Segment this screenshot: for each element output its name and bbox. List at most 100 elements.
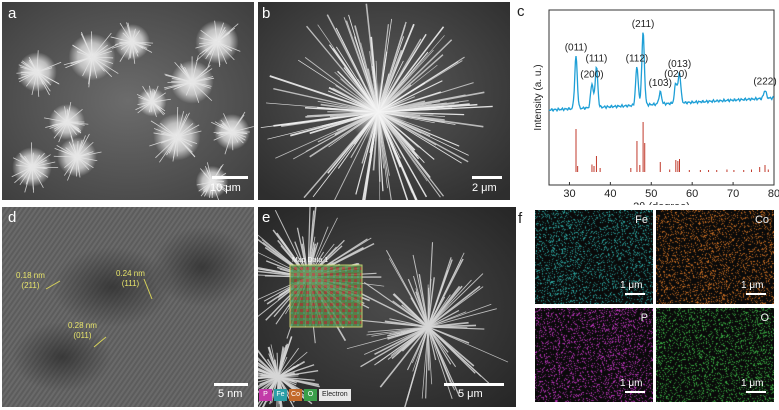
- nanorod: [407, 278, 429, 328]
- plot-frame: [548, 9, 775, 186]
- panel-b-sem: b 2 μm: [258, 2, 510, 200]
- eds-map-p: P 1 μm: [535, 308, 653, 402]
- nanoflower: [110, 22, 154, 64]
- nanorod: [273, 359, 279, 378]
- nanorod: [360, 326, 429, 368]
- lattice-annotation: 0.18 nm (211): [16, 271, 45, 291]
- element-label: P: [640, 312, 648, 324]
- nanorod: [427, 326, 452, 365]
- peak-label: (020): [664, 69, 687, 80]
- panel-e-sem-map: e Map Data 1 5 μm: [258, 207, 516, 407]
- nanorod: [374, 326, 429, 366]
- nanorod: [427, 321, 469, 328]
- nanorod: [258, 376, 279, 394]
- xrd-pattern-line: [548, 32, 775, 113]
- legend-o: O: [304, 389, 317, 401]
- peak-label: (013): [668, 59, 691, 70]
- nanorod: [307, 207, 311, 278]
- nanorod: [388, 258, 429, 328]
- x-tick-label: 30: [563, 188, 575, 200]
- nanorod: [258, 368, 279, 378]
- x-tick-label: 80: [768, 188, 779, 200]
- legend-fe: Fe: [274, 389, 287, 401]
- panel-b-scale-bar: [472, 176, 502, 179]
- nanorod: [427, 285, 463, 328]
- peak-label: (112): [626, 53, 649, 64]
- nanorod: [379, 326, 429, 388]
- nanorod: [425, 326, 429, 399]
- nanorod: [427, 273, 484, 328]
- nanoflower: [163, 55, 215, 104]
- peak-label: (103): [649, 78, 672, 89]
- element-label: O: [760, 312, 769, 324]
- legend-co: Co: [289, 389, 302, 401]
- nanorod: [258, 375, 279, 378]
- nanorod: [427, 308, 497, 328]
- panel-a-scale-text: 10 μm: [210, 182, 241, 194]
- nanoflower: [63, 31, 119, 88]
- lattice-spacing: 0.18 nm: [16, 271, 45, 280]
- panel-a-scale-bar: [212, 176, 248, 179]
- lattice-spacing: 0.24 nm: [116, 269, 145, 278]
- x-tick-label: 50: [645, 188, 657, 200]
- legend-p: P: [259, 389, 272, 401]
- nanoflower: [195, 20, 241, 68]
- annotation-line: [93, 336, 107, 348]
- nanorod: [384, 320, 429, 328]
- nanorod: [392, 300, 429, 328]
- nanorod: [427, 259, 462, 328]
- nanorod: [366, 326, 429, 336]
- nanorod: [360, 292, 429, 328]
- legend-electron: Electron: [319, 389, 351, 401]
- nanorod: [387, 326, 429, 337]
- panel-a-sem: a 10 μm: [2, 2, 254, 200]
- eds-map-canvas: [656, 210, 774, 304]
- peak-label: (211): [632, 19, 655, 30]
- nanorod: [259, 376, 279, 386]
- panel-b-image: [258, 2, 510, 200]
- x-tick-label: 60: [686, 188, 698, 200]
- nanorod: [427, 277, 435, 328]
- nanoflower: [16, 50, 62, 97]
- nanorod: [277, 376, 315, 381]
- panel-b-label: b: [262, 5, 271, 22]
- panel-e-image: [258, 207, 516, 407]
- map-scale-text: 1 μm: [620, 378, 643, 389]
- peak-label: (222): [753, 76, 776, 87]
- element-label: Fe: [635, 214, 648, 226]
- map-scale-bar: [625, 293, 645, 295]
- panel-b-scale-text: 2 μm: [472, 182, 497, 194]
- nanorod: [393, 293, 429, 328]
- map-scale-text: 1 μm: [741, 378, 764, 389]
- nanorod: [427, 326, 453, 399]
- panel-d-label: d: [8, 209, 17, 226]
- nanoflower: [11, 142, 59, 193]
- x-axis-label: 2θ (degree): [633, 201, 690, 205]
- map-scale-bar: [746, 391, 766, 393]
- x-tick-label: 70: [727, 188, 739, 200]
- eds-map-o: O 1 μm: [656, 308, 774, 402]
- nanorod: [427, 326, 485, 330]
- panel-d-scale-text: 5 nm: [218, 388, 243, 400]
- xrd-plot: 30 40 50 60 70 80 2θ (degree) Intensity (a. u.)…: [533, 9, 779, 205]
- panel-e-scale-bar: [444, 383, 504, 386]
- map-scale-text: 1 μm: [741, 280, 764, 291]
- map-legend: P Fe Co O Electron: [259, 389, 351, 403]
- panel-d-hrtem: d 0.18 nm (211) 0.24 nm (111) 0.28 nm (0…: [2, 207, 254, 407]
- peak-label: (200): [580, 70, 603, 81]
- nanorod: [277, 376, 319, 386]
- y-axis-label: Intensity (a. u.): [533, 64, 544, 130]
- nanoflower: [43, 101, 89, 143]
- element-label: Co: [754, 214, 769, 226]
- nanorod: [258, 376, 279, 383]
- panel-c-label: c: [517, 3, 525, 20]
- x-tick-label: 40: [604, 188, 616, 200]
- nanorod: [367, 326, 429, 333]
- nanorod: [258, 376, 279, 379]
- nanorod: [364, 326, 429, 355]
- map-scale-text: 1 μm: [620, 280, 643, 291]
- nanorod: [396, 326, 429, 355]
- panel-e-label: e: [262, 209, 271, 226]
- nanorod: [427, 278, 432, 328]
- nanorod: [427, 303, 492, 328]
